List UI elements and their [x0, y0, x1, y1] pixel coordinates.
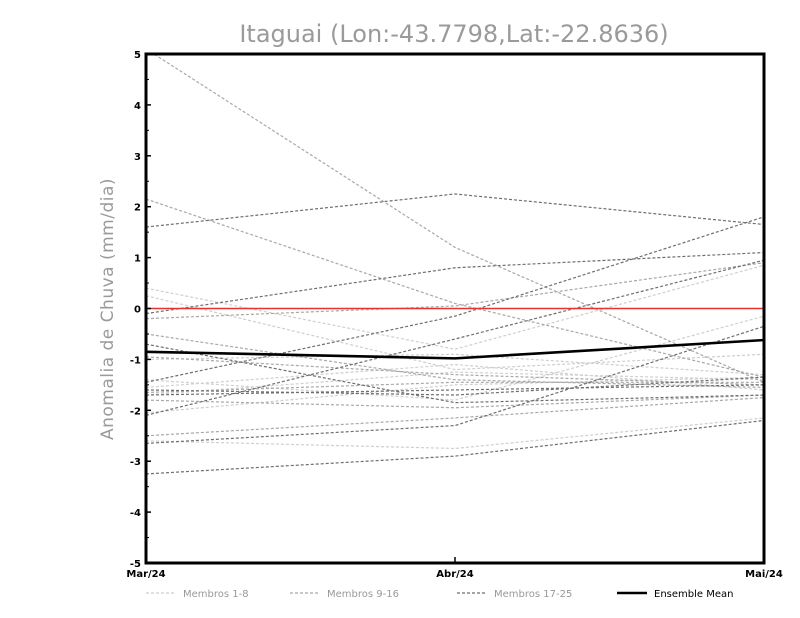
y-tick-label: -3 — [130, 457, 141, 468]
mean-layer — [145, 338, 765, 360]
member-line-13 — [146, 356, 764, 386]
chart-title: Itaguai (Lon:-43.7798,Lat:-22.8636) — [239, 20, 668, 48]
y-tick-label: 0 — [134, 305, 141, 316]
series-layer — [146, 54, 764, 475]
y-tick-label: 4 — [134, 101, 141, 112]
x-tick-label: Mai/24 — [745, 569, 783, 580]
member-line-10 — [146, 198, 764, 378]
member-line-16 — [146, 396, 764, 437]
member-line-7 — [146, 371, 764, 396]
y-tick-label: 3 — [134, 152, 141, 163]
x-tick-label: Mar/24 — [126, 569, 165, 580]
legend: Membros 1-8 Membros 9-16 Membros 17-25 Ense… — [146, 589, 733, 600]
member-line-19 — [146, 343, 764, 404]
legend-label: Ensemble Mean — [654, 589, 733, 600]
member-line-23 — [146, 376, 764, 396]
member-line-4 — [146, 353, 764, 376]
y-axis-ticks: -5 -4 -3 -2 -1 0 1 2 3 4 5 — [130, 50, 151, 570]
member-line-15 — [146, 394, 764, 409]
member-line-11 — [146, 262, 764, 320]
member-line-21 — [146, 384, 764, 396]
y-axis-label: Anomalia de Chuva (mm/dia) — [98, 178, 118, 440]
member-line-22 — [146, 259, 764, 416]
y-tick-label: -2 — [130, 406, 141, 417]
y-tick-label: 2 — [134, 203, 141, 214]
y-tick-label: -4 — [130, 508, 141, 519]
member-line-6 — [146, 376, 764, 414]
ensemble-mean-line — [145, 338, 765, 360]
member-line-12 — [146, 333, 764, 388]
x-axis-ticks: Mar/24 Abr/24 Mai/24 — [126, 557, 783, 580]
y-tick-label: 5 — [134, 50, 141, 61]
legend-label: Membros 1-8 — [183, 589, 249, 600]
member-line-20 — [146, 216, 764, 383]
member-line-2 — [146, 295, 764, 371]
x-tick-label: Abr/24 — [436, 569, 473, 580]
member-line-24 — [146, 325, 764, 444]
y-tick-label: 1 — [134, 254, 141, 265]
member-line-18 — [146, 251, 764, 315]
member-line-25 — [146, 419, 764, 475]
member-line-1 — [146, 264, 764, 350]
member-line-14 — [146, 381, 764, 394]
member-line-8 — [146, 417, 764, 450]
member-line-9 — [152, 54, 764, 383]
legend-label: Membros 17-25 — [494, 589, 572, 600]
y-tick-label: -5 — [130, 559, 141, 570]
legend-label: Membros 9-16 — [327, 589, 399, 600]
y-tick-label: -1 — [130, 355, 141, 366]
member-line-17 — [146, 193, 764, 228]
